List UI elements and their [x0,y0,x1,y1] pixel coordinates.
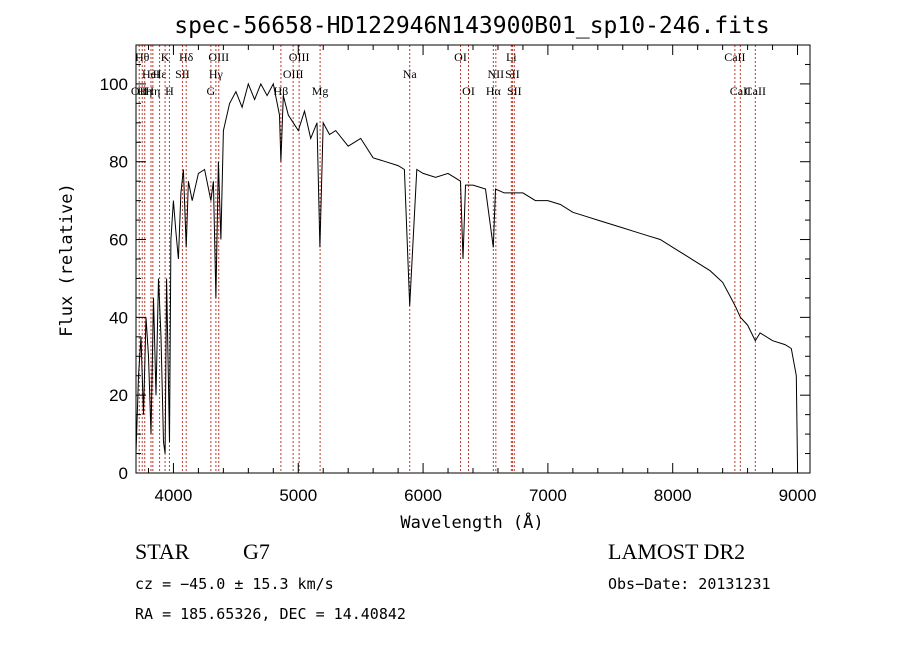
y-tick-label: 20 [109,386,128,405]
coordinates: RA = 185.65326, DEC = 14.40842 [135,605,406,623]
y-tick-label: 100 [100,75,128,94]
spectral-line-label: CaII [730,84,751,98]
y-tick-label: 40 [109,308,128,327]
observation-date: Obs−Date: 20131231 [608,575,771,593]
spectral-line-label: SII [175,67,190,81]
spectral-line-label: H [165,84,174,98]
x-tick-label: 5000 [279,486,317,505]
spectral-line-label: CaII [724,50,745,64]
spectral-line-label: Hδ [179,50,194,64]
spectral-line-label: NII [488,67,505,81]
x-axis: 4000 5000 6000 7000 8000 9000 [147,45,817,505]
y-tick-label: 0 [119,464,128,483]
spectral-line-label: Hα [486,84,502,98]
y-tick-label: 60 [109,231,128,250]
spectral-line-label: Hθ [135,50,150,64]
spectral-line-label: Mg [312,84,329,98]
spectral-line-label: OII [131,84,148,98]
spectral-line-label: Hγ [209,67,224,81]
spectral-line-label: Li [506,50,517,64]
spectral-line-label: G [207,84,216,98]
spectral-line-label: K [161,50,170,64]
spectrum-line [135,82,798,466]
plot-frame [135,44,811,474]
x-tick-label: 4000 [155,486,193,505]
y-axis-label: Flux (relative) [57,183,77,337]
y-tick-label: 80 [109,153,128,172]
spectral-lines [138,45,756,473]
object-type: STAR [135,539,190,564]
spectral-line-label: OI [454,50,467,64]
spectral-line-label: Na [403,67,418,81]
survey-name: LAMOST DR2 [608,539,745,564]
spectral-line-label: OIII [283,67,304,81]
spectral-line-label: SII [505,67,520,81]
x-axis-label: Wavelength (Å) [400,511,543,533]
spectral-line-label: SII [507,84,522,98]
spectral-line-label: CaII [745,84,766,98]
x-tick-label: 7000 [529,486,567,505]
spectral-line-label: OIII [208,50,229,64]
chart-title: spec-56658-HD122946N143900B01_sp10-246.f… [174,13,769,39]
spectral-line-label: HeI [142,67,160,81]
spectral-line-label: OI [462,84,475,98]
redshift-velocity: cz = −45.0 ± 15.3 km/s [135,575,334,593]
spectral-line-label: Hβ [274,84,289,98]
spectral-line-label: OIII [289,50,310,64]
x-tick-label: 8000 [654,486,692,505]
spectral-subclass: G7 [243,539,270,564]
spectral-line-labels: OIIHθHηHeIHηHεKHSIIHδGHγOIIIHβOIIIOIIIMg… [131,50,766,98]
x-tick-label: 6000 [404,486,442,505]
spectral-line-label: Hη [137,84,152,98]
spectral-line-label: Hη [145,84,160,98]
x-tick-label: 9000 [779,486,817,505]
y-axis: 0 20 40 60 80 100 [100,63,810,483]
spectral-line-label: Hε [153,67,167,81]
